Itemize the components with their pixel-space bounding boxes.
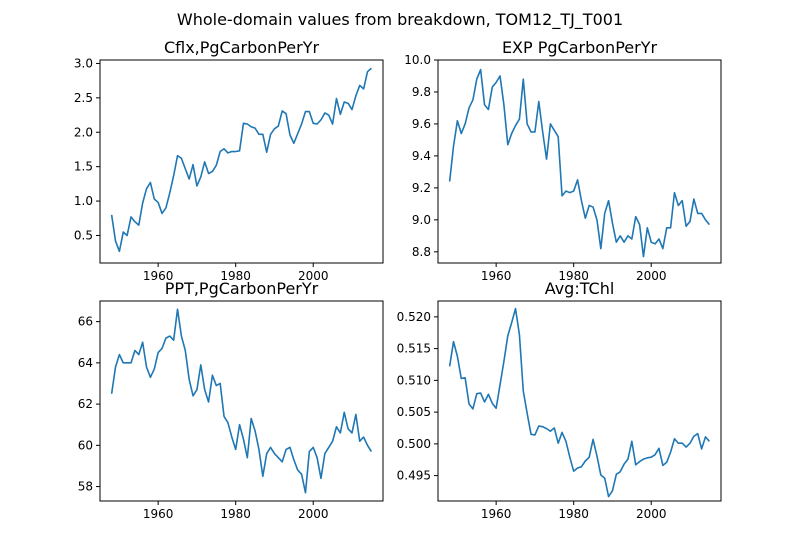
y-tick-label: 0.505 — [397, 405, 431, 419]
y-tick-label: 9.4 — [412, 149, 431, 163]
series-line — [448, 68, 710, 258]
chart-panel-2: EXP PgCarbonPerYr 1960 1980 2000 8.8 9.0 9.2 9.… — [404, 38, 722, 283]
x-tick-label: 1980 — [220, 269, 251, 283]
chart-panel-1: Cflx,PgCarbonPerYr 1960 1980 2000 0.5 1.0 1.5 2… — [74, 38, 384, 283]
axes-frame — [437, 59, 722, 264]
y-tick-label: 8.8 — [412, 245, 431, 259]
x-tick-label: 1960 — [481, 269, 512, 283]
y-tick-label: 9.0 — [412, 213, 431, 227]
y-tick-label: 2.5 — [74, 91, 93, 105]
y-tick-label: 9.6 — [412, 117, 431, 131]
y-tick-label: 62 — [78, 397, 93, 411]
chart-panel-3: PPT,PgCarbonPerYr 1960 1980 2000 58 60 62 64 66 — [78, 279, 384, 521]
axes-frame — [99, 59, 384, 264]
y-tick-label: 3.0 — [74, 56, 93, 70]
y-tick-label: 9.8 — [412, 85, 431, 99]
y-tick-label: 58 — [78, 480, 93, 494]
y-tick-label: 0.520 — [397, 310, 431, 324]
y-tick-label: 9.2 — [412, 181, 431, 195]
y-tick-label: 0.515 — [397, 342, 431, 356]
x-tick-label: 1960 — [481, 507, 512, 521]
x-tick-label: 1980 — [558, 269, 589, 283]
x-tick-label: 2000 — [298, 269, 329, 283]
y-tick-label: 66 — [78, 315, 93, 329]
y-tick-label: 1.0 — [74, 194, 93, 208]
y-tick-label: 10.0 — [404, 53, 431, 67]
y-tick-label: 0.5 — [74, 228, 93, 242]
y-tick-label: 0.495 — [397, 469, 431, 483]
x-tick-label: 1980 — [220, 507, 251, 521]
chart-title: Avg:TChl — [545, 279, 615, 298]
series-line — [110, 67, 372, 253]
y-tick-label: 1.5 — [74, 160, 93, 174]
series-line — [448, 307, 710, 498]
x-tick-label: 1960 — [143, 269, 174, 283]
chart-title: Cflx,PgCarbonPerYr — [164, 38, 320, 57]
axes-frame — [437, 300, 722, 502]
x-tick-label: 2000 — [298, 507, 329, 521]
y-tick-label: 2.0 — [74, 125, 93, 139]
y-tick-label: 0.500 — [397, 437, 431, 451]
chart-panel-4: Avg:TChl 1960 1980 2000 0.495 0.500 0.505 0.510… — [397, 279, 722, 521]
x-tick-label: 2000 — [636, 269, 667, 283]
x-tick-label: 1960 — [143, 507, 174, 521]
y-tick-label: 0.510 — [397, 373, 431, 387]
figure-title: Whole-domain values from breakdown, TOM1… — [177, 10, 623, 30]
x-tick-label: 1980 — [558, 507, 589, 521]
series-line — [110, 308, 373, 494]
y-tick-label: 64 — [78, 356, 93, 370]
y-tick-label: 60 — [78, 438, 93, 452]
axes-frame — [99, 300, 384, 502]
x-tick-label: 2000 — [636, 507, 667, 521]
chart-title: EXP PgCarbonPerYr — [502, 38, 658, 57]
chart-title: PPT,PgCarbonPerYr — [165, 279, 319, 298]
